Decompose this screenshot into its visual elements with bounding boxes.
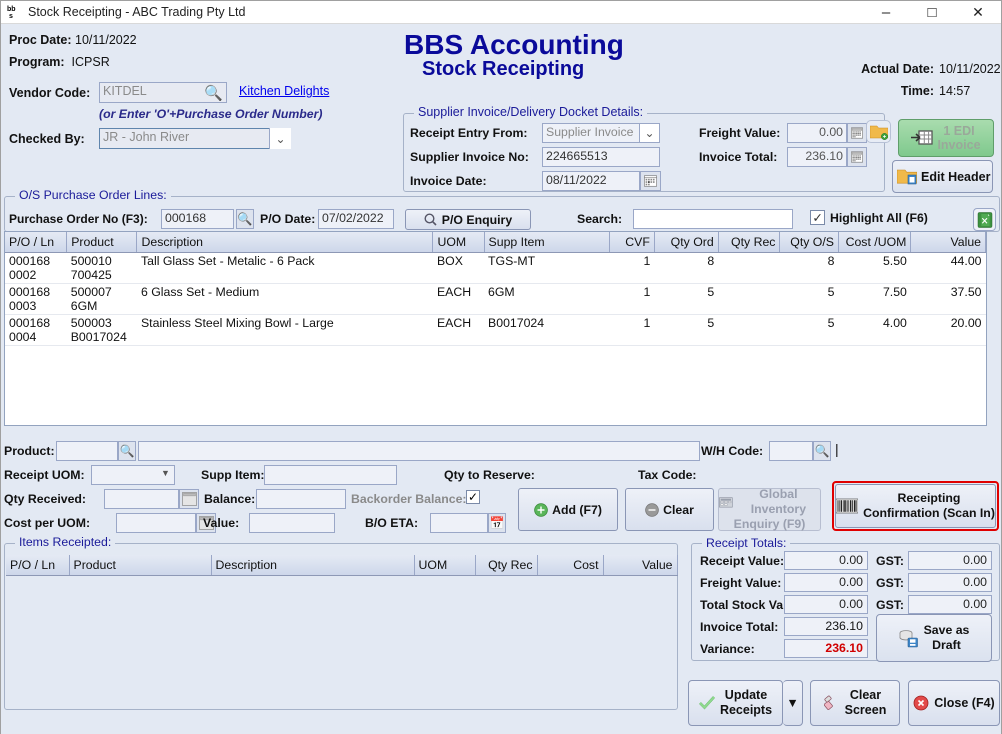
- svg-text:bb: bb: [7, 6, 16, 13]
- svg-text:s: s: [9, 13, 13, 20]
